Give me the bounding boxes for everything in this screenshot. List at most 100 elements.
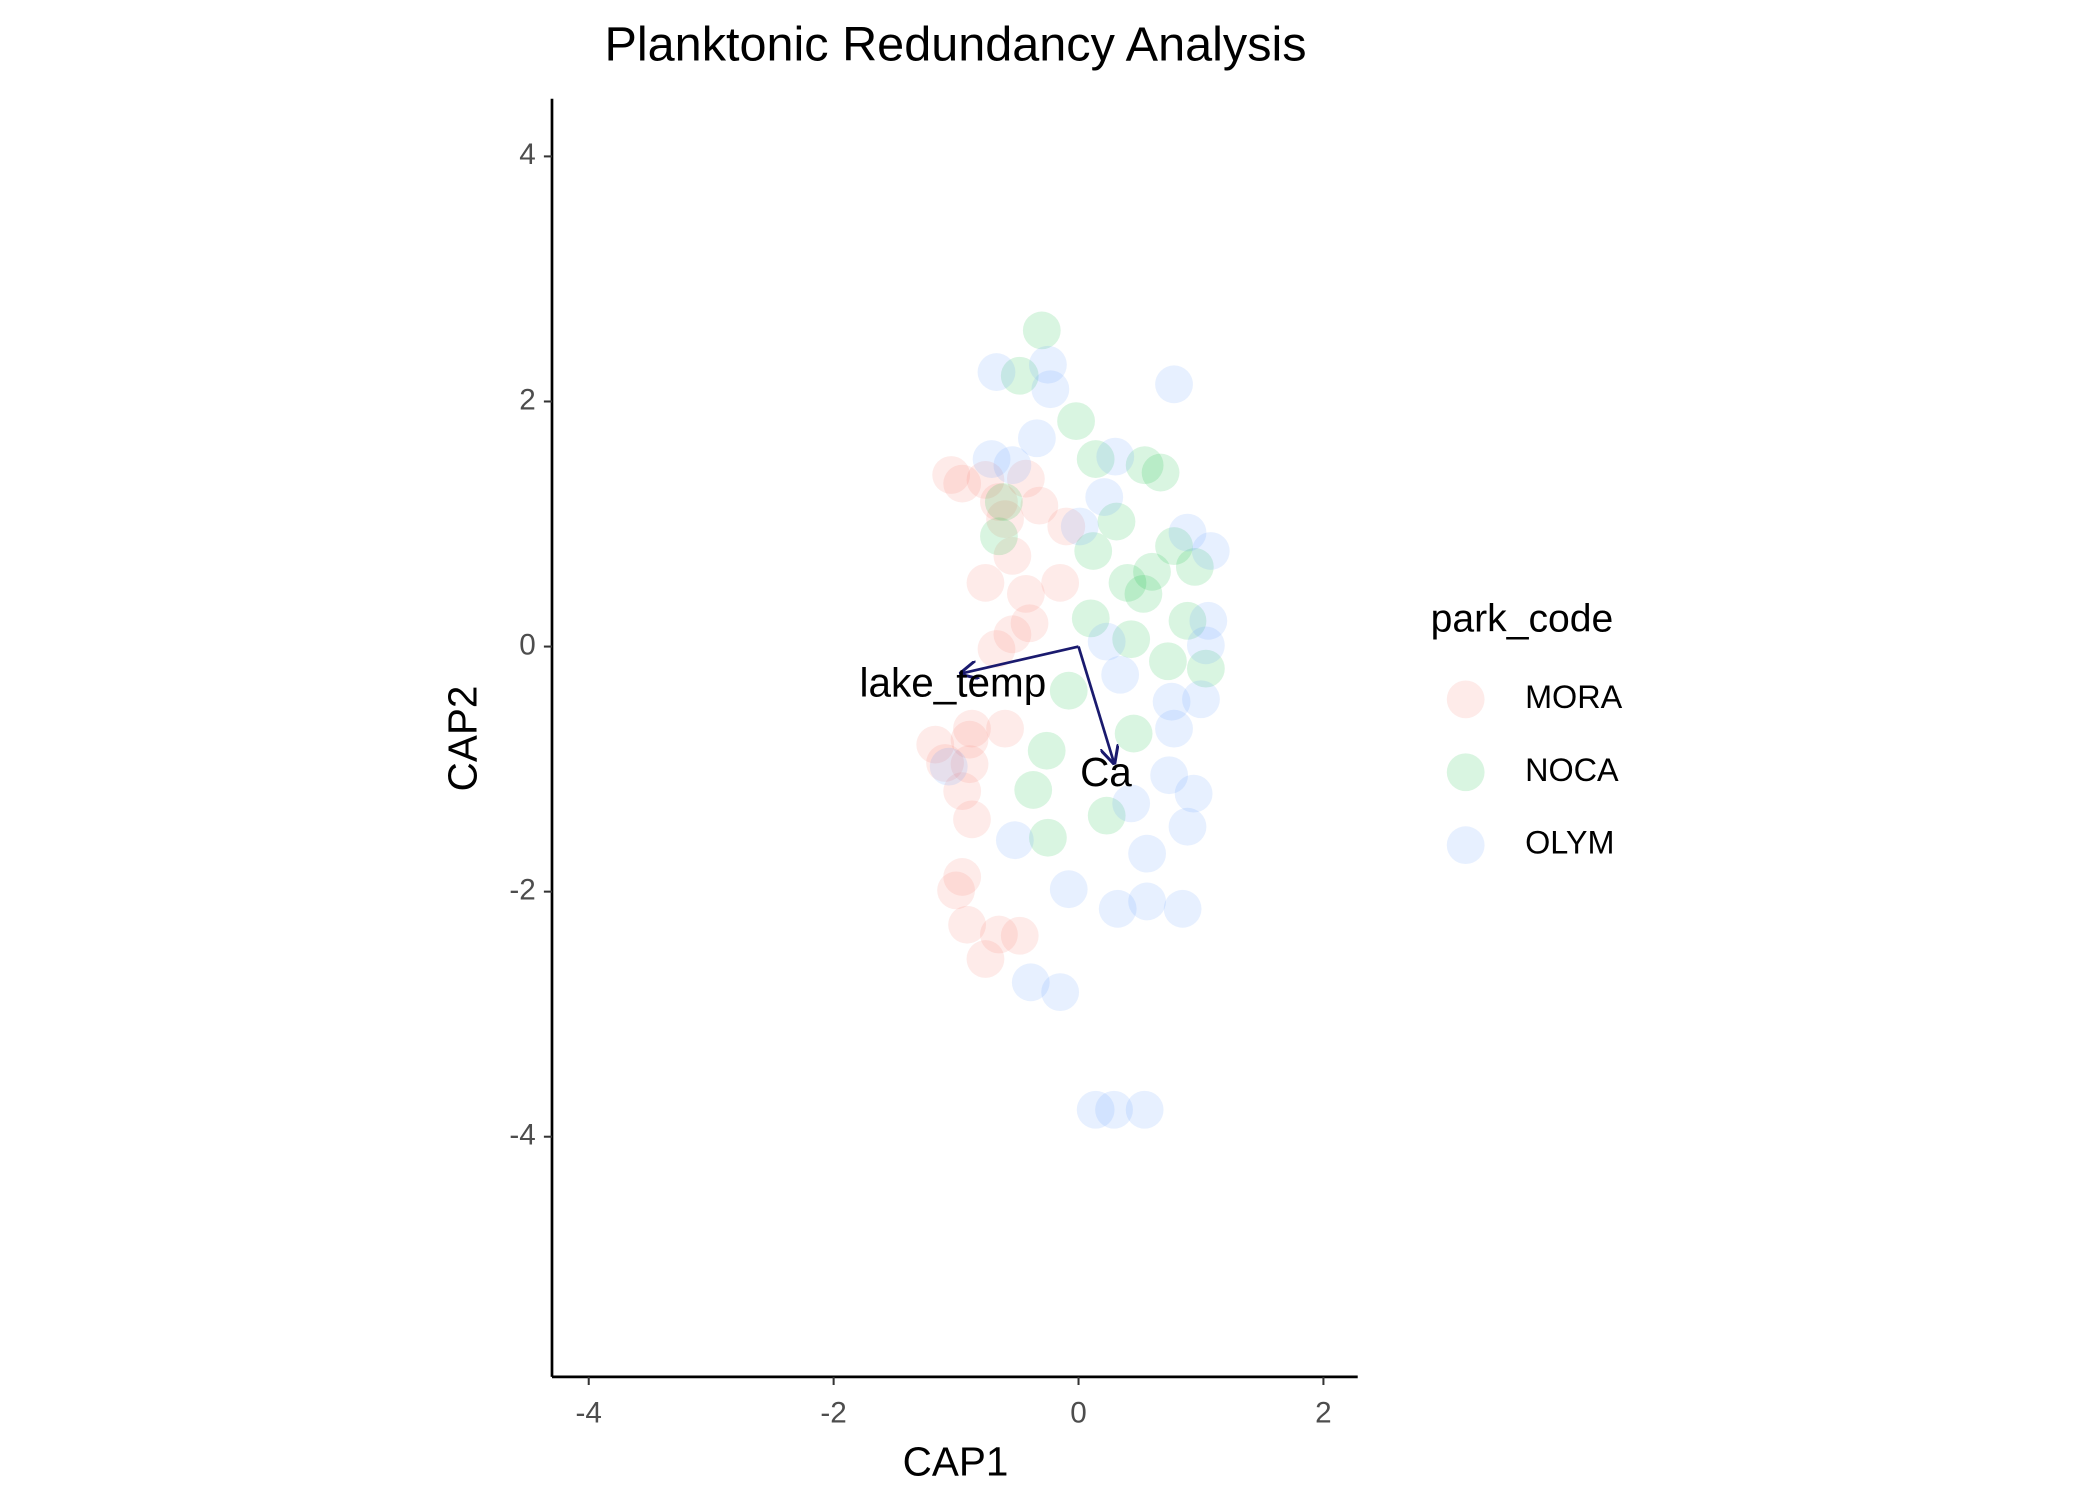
point bbox=[953, 709, 991, 748]
x-axis-label: CAP1 bbox=[903, 1438, 1009, 1484]
point bbox=[1071, 599, 1110, 638]
arrow-label: lake_temp bbox=[860, 659, 1047, 705]
point bbox=[1006, 459, 1045, 498]
point bbox=[1022, 311, 1061, 350]
point bbox=[1041, 563, 1080, 602]
point bbox=[980, 517, 1018, 556]
legend-label: NOCA bbox=[1525, 752, 1619, 788]
point bbox=[1133, 552, 1171, 591]
point bbox=[1125, 1090, 1164, 1129]
point bbox=[1182, 680, 1220, 719]
y-tick-label: 0 bbox=[519, 628, 536, 661]
arrow-label: Ca bbox=[1080, 749, 1132, 795]
point bbox=[1031, 370, 1070, 409]
point bbox=[1029, 818, 1067, 857]
point bbox=[1112, 784, 1151, 823]
point bbox=[1128, 882, 1166, 921]
point bbox=[1114, 714, 1153, 753]
point bbox=[1101, 655, 1140, 694]
point bbox=[1085, 478, 1124, 516]
point bbox=[1060, 507, 1099, 546]
point bbox=[1186, 649, 1225, 688]
biplot-arrow bbox=[961, 645, 1079, 674]
point bbox=[1098, 889, 1137, 928]
y-tick-label: -4 bbox=[509, 1119, 535, 1152]
point bbox=[1189, 601, 1228, 640]
point bbox=[972, 440, 1011, 478]
point bbox=[977, 630, 1016, 668]
legend-key bbox=[1446, 680, 1485, 719]
point bbox=[1152, 682, 1191, 721]
point bbox=[1041, 973, 1080, 1012]
point bbox=[1010, 604, 1049, 643]
point bbox=[966, 461, 1005, 499]
point bbox=[1020, 486, 1059, 525]
point bbox=[1076, 440, 1115, 478]
point bbox=[1049, 671, 1088, 710]
point bbox=[1097, 502, 1136, 541]
point bbox=[1168, 513, 1207, 552]
x-tick-label: 2 bbox=[1315, 1397, 1332, 1430]
point bbox=[948, 905, 986, 944]
point bbox=[1125, 446, 1164, 485]
y-tick-label: 2 bbox=[519, 383, 536, 416]
point bbox=[986, 709, 1024, 748]
point bbox=[943, 858, 982, 896]
point bbox=[1155, 365, 1193, 404]
point bbox=[1168, 601, 1207, 640]
point bbox=[966, 563, 1005, 602]
point bbox=[1186, 626, 1225, 665]
point bbox=[1155, 709, 1193, 748]
legend-key bbox=[1446, 753, 1485, 792]
point bbox=[943, 772, 982, 811]
point bbox=[1168, 807, 1207, 846]
point bbox=[977, 353, 1016, 391]
point bbox=[937, 871, 975, 910]
point bbox=[1096, 437, 1135, 476]
point bbox=[1095, 1090, 1133, 1129]
point bbox=[1076, 1090, 1115, 1129]
y-axis-label: CAP2 bbox=[439, 686, 485, 792]
point bbox=[1027, 731, 1066, 770]
point bbox=[966, 940, 1005, 978]
x-tick-label: -2 bbox=[820, 1397, 846, 1430]
point bbox=[986, 500, 1024, 539]
point bbox=[1163, 889, 1202, 928]
point bbox=[993, 446, 1032, 485]
point bbox=[984, 483, 1023, 521]
point bbox=[950, 745, 989, 784]
point bbox=[1011, 963, 1050, 1002]
legend-label: MORA bbox=[1525, 679, 1623, 715]
point bbox=[1014, 771, 1053, 809]
point bbox=[953, 800, 991, 839]
point bbox=[980, 483, 1018, 521]
biplot-arrow bbox=[1077, 646, 1115, 763]
point bbox=[1000, 356, 1039, 395]
legend-key bbox=[1446, 826, 1485, 865]
point bbox=[916, 725, 955, 764]
point bbox=[1047, 507, 1086, 546]
point bbox=[1175, 548, 1214, 586]
point bbox=[1191, 532, 1230, 570]
point bbox=[1087, 622, 1126, 661]
y-tick-label: 4 bbox=[519, 138, 536, 171]
y-tick-label: -2 bbox=[509, 873, 535, 906]
point bbox=[1150, 756, 1189, 795]
point bbox=[1124, 574, 1163, 613]
point bbox=[1087, 796, 1126, 835]
point bbox=[926, 744, 964, 782]
point bbox=[1128, 834, 1166, 873]
point bbox=[1074, 532, 1113, 570]
legend-title: park_code bbox=[1431, 597, 1614, 640]
point bbox=[1006, 574, 1045, 613]
point bbox=[1029, 345, 1067, 384]
point bbox=[1112, 620, 1151, 659]
chart-title: Planktonic Redundancy Analysis bbox=[604, 17, 1306, 71]
point bbox=[1141, 453, 1180, 492]
point bbox=[980, 915, 1018, 954]
point bbox=[950, 720, 989, 759]
point bbox=[1108, 563, 1147, 602]
point bbox=[1155, 527, 1193, 565]
point bbox=[993, 536, 1032, 575]
